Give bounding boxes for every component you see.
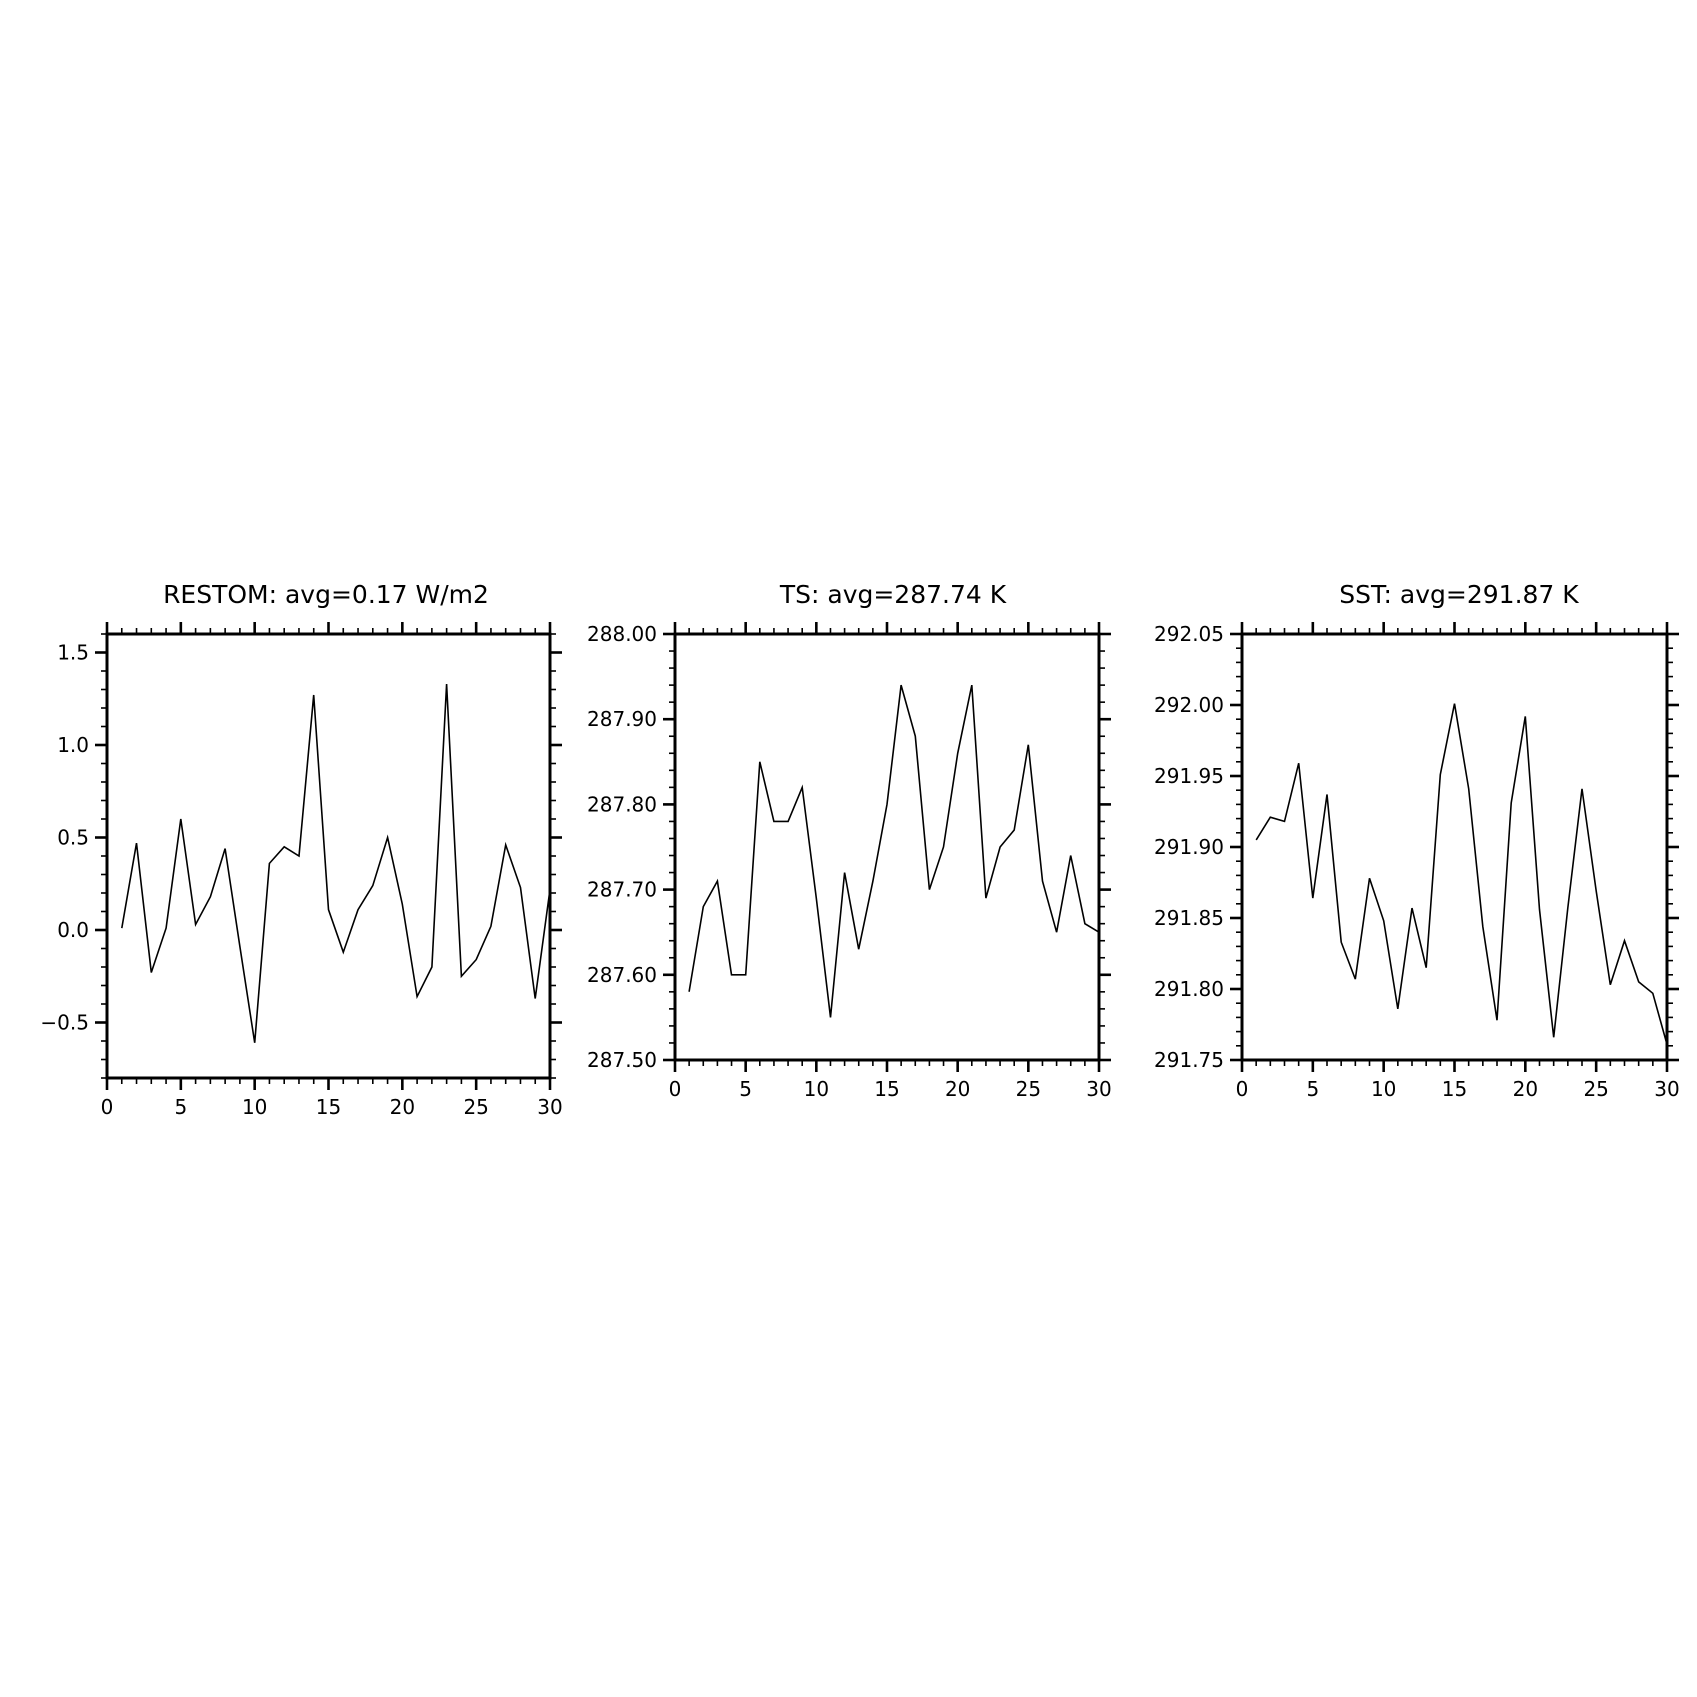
panel-sst: SST: avg=291.87 K 0 5 10 15 20 25 30 291.75 291.… [1154,580,1680,1101]
x-tick-label: 0 [101,1095,114,1119]
x-tick-label: 30 [537,1095,562,1119]
chart-title: RESTOM: avg=0.17 W/m2 [163,580,489,609]
series-line [1255,703,1668,1045]
y-tick-label: 0.0 [57,918,89,942]
y-tick-label: 292.00 [1154,693,1224,717]
panel-ts: TS: avg=287.74 K 0 5 10 15 20 25 30 287.50 287.6… [587,580,1112,1101]
x-tick-label: 10 [242,1095,267,1119]
panel-restom: RESTOM: avg=0.17 W/m2 0 5 10 15 20 25 30 −0.5 0.… [40,580,562,1119]
y-tick-label: 291.95 [1154,764,1224,788]
y-tick-label: 287.60 [587,963,657,987]
x-tick-label: 5 [174,1095,187,1119]
y-tick-label: 1.5 [57,641,89,665]
plot-frame [1240,632,1669,1062]
y-tick-label: 1.0 [57,733,89,757]
x-tick-label: 5 [739,1077,752,1101]
y-tick-label: 291.80 [1154,977,1224,1001]
x-tick-label: 20 [390,1095,415,1119]
x-tick-label: 30 [1654,1077,1679,1101]
y-tick-label: 291.75 [1154,1048,1224,1072]
y-tick-label: 0.5 [57,826,89,850]
y-tick-label: −0.5 [40,1011,89,1035]
chart-title: TS: avg=287.74 K [779,580,1007,609]
series-line [688,684,1100,1018]
plot-frame [105,632,552,1080]
x-tick-label: 15 [1442,1077,1467,1101]
x-tick-label: 10 [804,1077,829,1101]
y-tick-label: 288.00 [587,622,657,646]
plot-area: 0 5 10 15 20 25 30 −0.5 0.0 0.5 1.0 1.5 [40,622,563,1119]
x-tick-label: 25 [1583,1077,1608,1101]
y-tick-label: 292.05 [1154,622,1224,646]
x-tick-label: 0 [1236,1077,1249,1101]
y-tick-label: 287.50 [587,1048,657,1072]
x-tick-label: 5 [1306,1077,1319,1101]
x-tick-label: 20 [1513,1077,1538,1101]
y-tick-label: 291.85 [1154,906,1224,930]
plot-frame [673,632,1101,1062]
y-tick-label: 287.90 [587,707,657,731]
y-tick-label: 287.80 [587,792,657,816]
series-line [121,683,551,1043]
x-tick-label: 25 [463,1095,488,1119]
x-tick-label: 20 [945,1077,970,1101]
x-tick-label: 15 [874,1077,899,1101]
y-tick-label: 291.90 [1154,835,1224,859]
x-tick-label: 15 [316,1095,341,1119]
x-tick-label: 0 [669,1077,682,1101]
y-tick-label: 287.70 [587,878,657,902]
plot-area: 0 5 10 15 20 25 30 291.75 291.80 291.85 291.90 291.… [1154,622,1680,1101]
chart-title: SST: avg=291.87 K [1339,580,1579,609]
plot-area: 0 5 10 15 20 25 30 287.50 287.60 287.70 287.80 287.… [587,622,1112,1101]
x-tick-label: 10 [1371,1077,1396,1101]
x-tick-label: 30 [1086,1077,1111,1101]
x-tick-label: 25 [1016,1077,1041,1101]
